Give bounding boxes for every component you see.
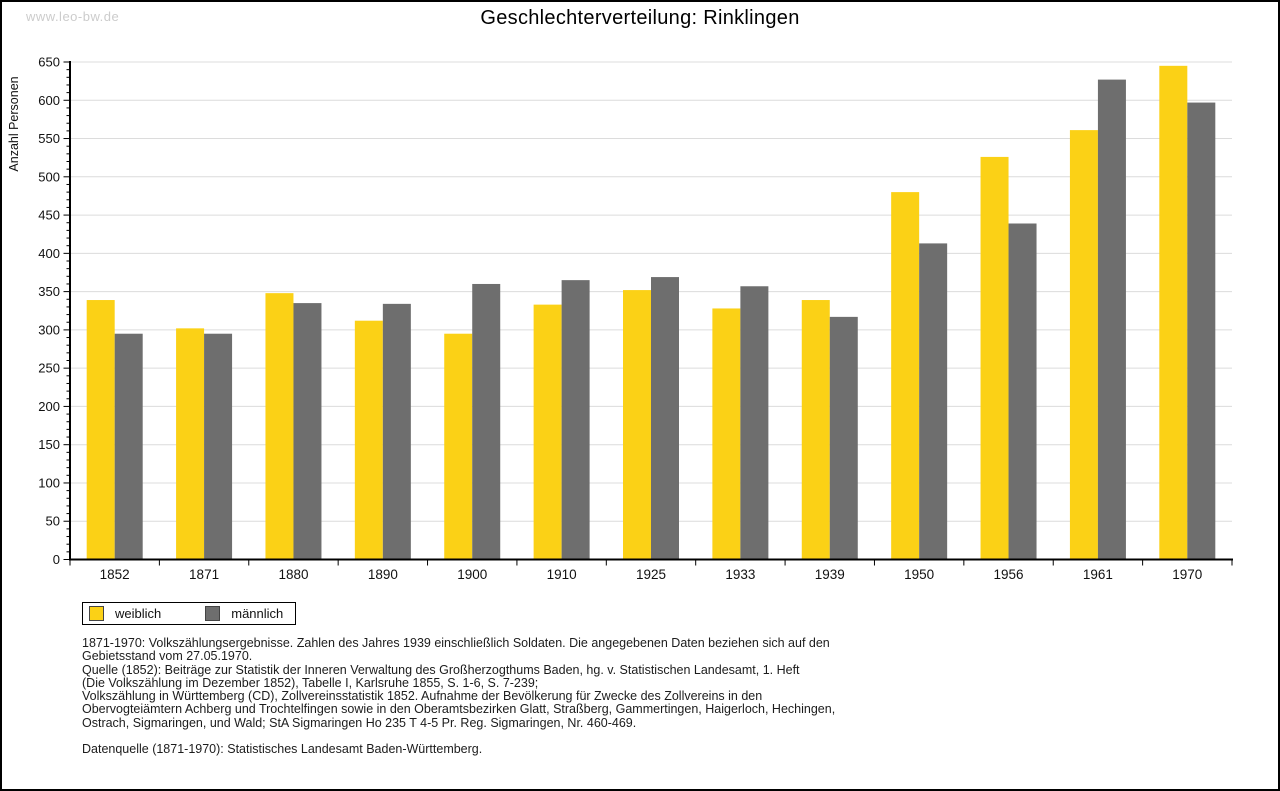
bar-weiblich-1970 <box>1159 65 1188 561</box>
footnote-spacer <box>82 730 1212 743</box>
x-tick-label: 1925 <box>636 567 666 582</box>
bar-männlich-1925 <box>651 277 679 561</box>
footnote-line: Quelle (1852): Beiträge zur Statistik de… <box>82 663 800 677</box>
legend-item-weiblich: weiblich <box>89 606 161 621</box>
bar-chart: 0 50 100 150 200 250 300 350 400 450 500 550 600 650 1… <box>2 2 1278 594</box>
bar-weiblich-1939 <box>801 300 830 561</box>
y-tick-label: 100 <box>38 475 60 490</box>
x-tick-label: 1950 <box>904 567 934 582</box>
footnote-line: (Die Volkszählung im Dezember 1852), Tab… <box>82 676 539 690</box>
footnote-line: Gebietsstand vom 27.05.1970. <box>82 650 253 664</box>
footnote-line: Obervogteiämtern Achberg und Trochtelfin… <box>82 703 836 717</box>
bar-weiblich-1910 <box>533 304 562 561</box>
y-tick-label: 150 <box>38 437 60 452</box>
bar-männlich-1890 <box>382 303 411 561</box>
y-tick-label: 250 <box>38 361 60 376</box>
legend: weiblich männlich <box>82 602 297 625</box>
bar-männlich-1880 <box>293 303 322 561</box>
bar-männlich-1871 <box>204 333 233 561</box>
y-tick-label: 500 <box>38 169 60 184</box>
bar-weiblich-1950 <box>891 192 920 561</box>
footnotes: 1871-1970: Volkszählungsergebnisse. Zahl… <box>82 637 1212 757</box>
bar-männlich-1956 <box>1008 223 1037 561</box>
bar-weiblich-1956 <box>980 156 1009 561</box>
y-tick-label: 450 <box>38 208 60 223</box>
bar-männlich-1970 <box>1187 102 1216 561</box>
footnote-line: Volkszählung in Württemberg (CD), Zollve… <box>82 690 763 704</box>
y-tick-label: 550 <box>38 131 60 146</box>
bar-weiblich-1900 <box>444 333 473 561</box>
bar-männlich-1939 <box>829 316 858 561</box>
bar-männlich-1961 <box>1097 79 1126 561</box>
bar-männlich-1950 <box>919 243 948 561</box>
legend-swatch-icon <box>205 606 221 621</box>
y-tick-label: 50 <box>46 514 60 529</box>
bar-weiblich-1871 <box>176 328 205 561</box>
bar-weiblich-1852 <box>86 300 115 561</box>
footnote-line: Ostrach, Sigmaringen, und Wald; StA Sigm… <box>82 716 637 730</box>
y-tick-label: 0 <box>53 552 60 567</box>
x-tick-label: 1970 <box>1172 567 1202 582</box>
x-tick-label: 1910 <box>547 567 577 582</box>
page-title: Geschlechterverteilung: Rinklingen <box>480 7 800 29</box>
watermark: www.leo-bw.de <box>26 9 124 26</box>
x-tick-label: 1956 <box>994 567 1024 582</box>
legend-swatch-icon <box>89 606 104 621</box>
y-tick-label: 300 <box>38 322 60 337</box>
bar-weiblich-1890 <box>354 320 383 561</box>
x-tick-label: 1900 <box>457 567 487 582</box>
y-tick-label: 600 <box>38 93 60 108</box>
bar-männlich-1900 <box>472 283 501 561</box>
footnote-line: 1871-1970: Volkszählungsergebnisse. Zahl… <box>82 637 830 650</box>
x-tick-label: 1939 <box>815 567 845 582</box>
legend-label: weiblich <box>115 606 162 621</box>
y-axis-title: Anzahl Personen <box>7 76 21 171</box>
y-tick-label: 650 <box>38 55 60 70</box>
legend-item-männlich: männlich <box>205 606 283 621</box>
bar-weiblich-1925 <box>623 290 651 561</box>
x-tick-label: 1880 <box>278 567 308 582</box>
footnote-line: Datenquelle (1871-1970): Statistisches L… <box>82 743 483 757</box>
x-tick-label: 1871 <box>189 567 219 582</box>
bar-männlich-1933 <box>740 286 769 561</box>
bar-chart-svg: 0 50 100 150 200 250 300 350 400 450 500 550 600 650 1… <box>7 55 1233 582</box>
y-tick-label: 200 <box>38 399 60 414</box>
bar-weiblich-1933 <box>712 308 741 561</box>
x-tick-label: 1933 <box>725 567 755 582</box>
bar-männlich-1852 <box>114 333 143 561</box>
x-tick-label: 1961 <box>1083 567 1113 582</box>
x-tick-label: 1852 <box>100 567 130 582</box>
legend-label: männlich <box>231 606 284 621</box>
y-tick-label: 400 <box>38 246 60 261</box>
bar-männlich-1910 <box>561 280 590 561</box>
y-tick-label: 350 <box>38 284 60 299</box>
x-tick-label: 1890 <box>368 567 398 582</box>
bar-weiblich-1880 <box>265 293 294 561</box>
bar-weiblich-1961 <box>1069 130 1098 561</box>
